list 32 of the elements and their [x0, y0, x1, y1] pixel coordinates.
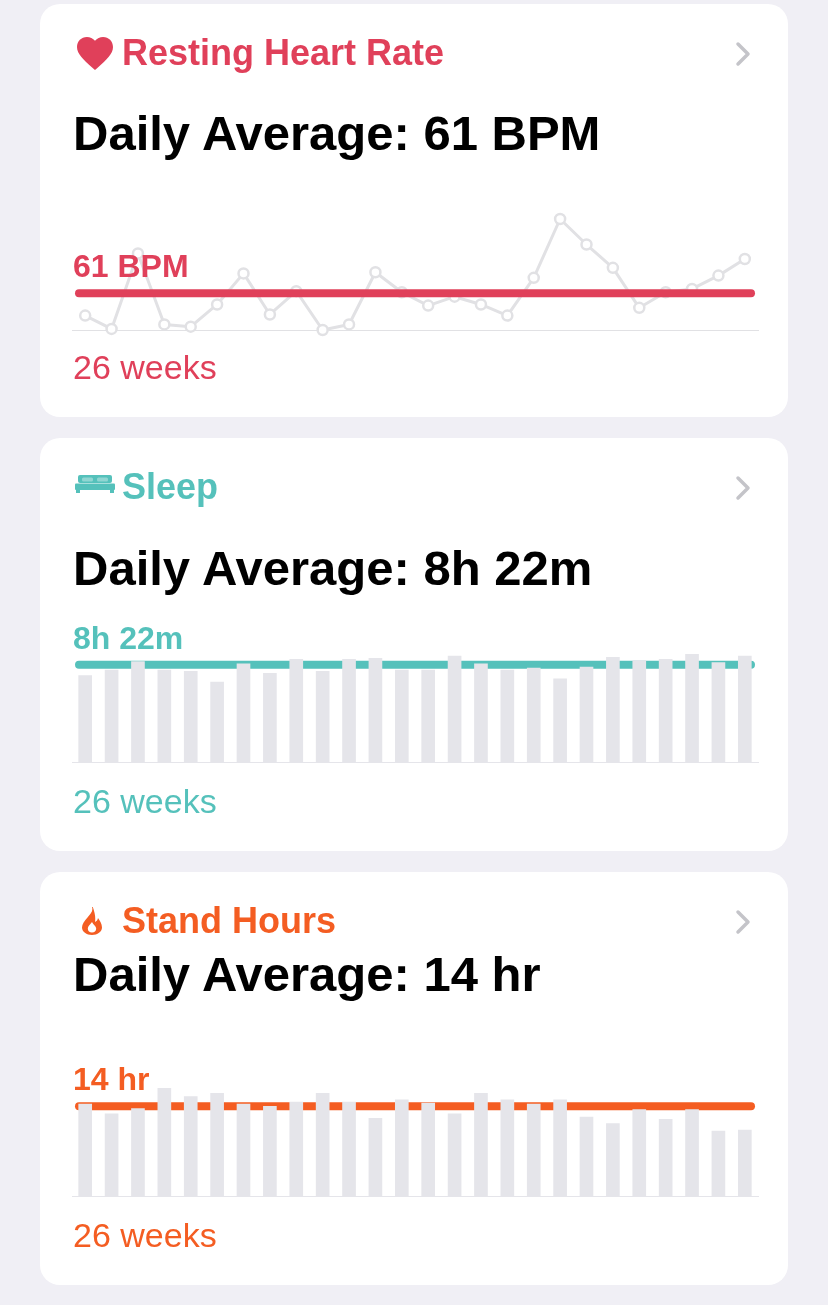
chart-title: Sleep [122, 466, 219, 507]
point [738, 252, 752, 266]
chart-title: Resting Heart Rate [122, 32, 445, 73]
chart-subtitle: Daily Average: 14 hr [73, 947, 541, 1001]
point [342, 318, 356, 331]
point [316, 323, 329, 337]
point [606, 261, 620, 275]
point [105, 322, 118, 336]
point [527, 271, 540, 285]
text: 26 weeks [73, 1216, 217, 1254]
point [712, 269, 725, 282]
point [474, 298, 488, 311]
point [184, 320, 197, 333]
chart-title: Stand Hours [122, 900, 337, 941]
point [501, 309, 514, 322]
point [78, 309, 92, 322]
ref-line-label: 61 BPM [73, 248, 189, 285]
point [421, 299, 435, 312]
ref-line-label: 14 hr [73, 1061, 150, 1098]
point [633, 301, 646, 315]
point [369, 266, 382, 279]
ref-line-label: 8h 22m [73, 619, 184, 656]
point [580, 238, 593, 251]
point [237, 267, 250, 280]
text: 26 weeks [73, 348, 217, 386]
point [263, 308, 277, 321]
text: 26 weeks [73, 782, 217, 820]
chart-subtitle: Daily Average: 8h 22m [73, 541, 593, 595]
chart-subtitle: Daily Average: 61 BPM [73, 106, 601, 160]
point [553, 212, 567, 226]
point [158, 318, 171, 331]
point [210, 298, 224, 311]
